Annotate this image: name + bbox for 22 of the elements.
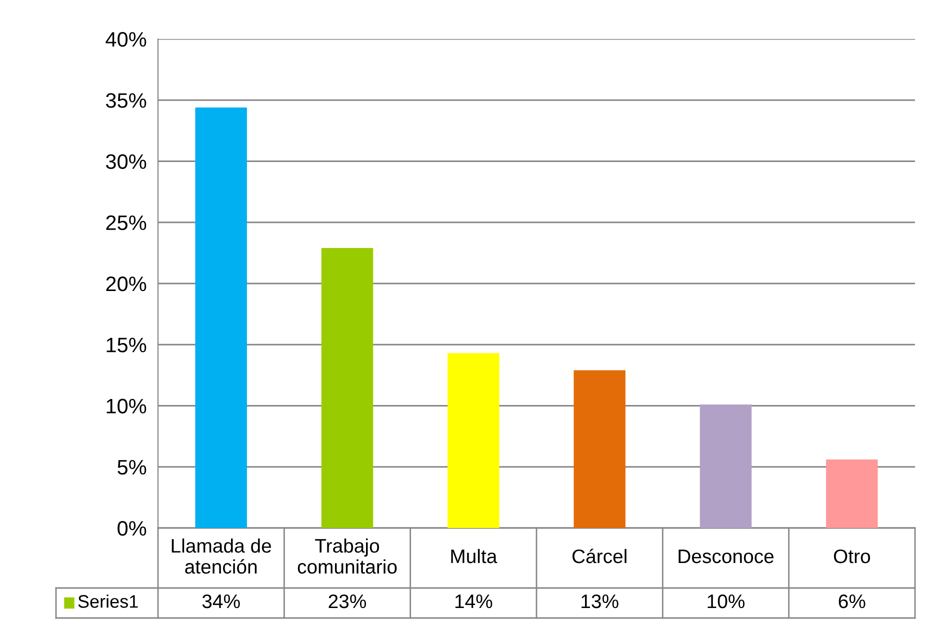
x-tick-label: Llamada de atención [172, 538, 272, 574]
x-tick-label: Desconoce [678, 550, 774, 564]
y-tick-label: 0% [118, 521, 146, 536]
legend-label: Series1 [78, 594, 138, 608]
data-label: 6% [838, 594, 866, 608]
y-tick-label: 5% [118, 460, 146, 475]
y-tick-label: 20% [106, 276, 146, 292]
data-label: 13% [582, 594, 618, 608]
x-tick-label: Otro [834, 549, 870, 564]
y-tick-label: 40% [106, 32, 146, 47]
data-label: 10% [708, 594, 745, 608]
y-tick-label: 35% [106, 93, 146, 108]
y-tick-label: 15% [106, 338, 146, 352]
data-label: 23% [328, 594, 366, 608]
x-tick-label: Trabajo comunitario [298, 538, 397, 574]
y-tick-label: 30% [106, 154, 146, 170]
y-tick-label: 25% [106, 215, 146, 230]
x-tick-label: Cárcel [572, 548, 626, 564]
data-label: 14% [455, 594, 492, 608]
data-label: 34% [202, 594, 240, 608]
y-tick-label: 10% [106, 398, 146, 414]
x-tick-label: Multa [451, 548, 498, 564]
